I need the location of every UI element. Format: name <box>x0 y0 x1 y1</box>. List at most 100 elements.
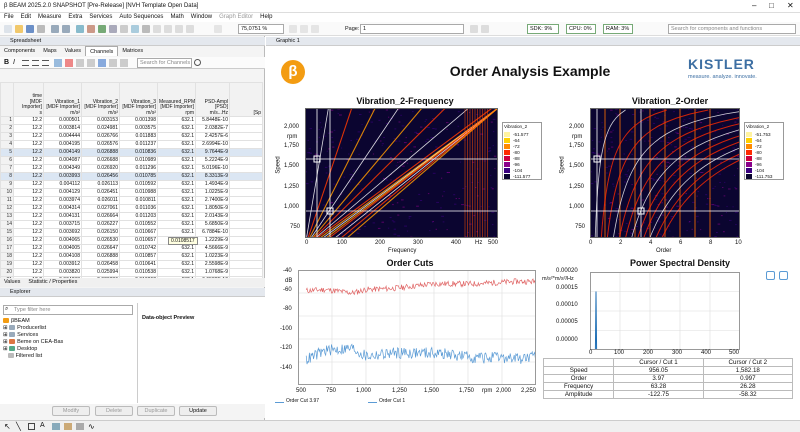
table-cell[interactable]: 0.011296 <box>119 164 158 173</box>
table-cell[interactable]: 0.010811 <box>119 196 158 205</box>
table-row[interactable]: 5 12.2 0.004149 0.026888 0.010836 632.1 9.7644… <box>0 148 263 157</box>
table-cell[interactable]: 12.2 <box>13 124 44 133</box>
table-cell[interactable]: 632.1 <box>157 220 196 229</box>
filter-icon[interactable] <box>76 59 84 67</box>
table-row[interactable]: 6 12.2 0.004087 0.026688 0.010989 632.1 5.2224… <box>0 156 263 165</box>
table-cell[interactable]: 5.8448E-10 <box>195 116 230 125</box>
table-cell[interactable] <box>229 244 263 253</box>
table-cell[interactable]: 2.5598E-9 <box>195 260 230 269</box>
table-cell[interactable]: 0.026576 <box>81 140 120 149</box>
table-cell[interactable]: 632.1 <box>157 228 196 237</box>
table-cell[interactable]: 0.024981 <box>81 124 120 133</box>
table-cell[interactable]: 5.2224E-9 <box>195 156 230 165</box>
row-number[interactable]: 13 <box>0 212 14 221</box>
table-cell[interactable]: 12.2 <box>13 116 44 125</box>
table-row[interactable]: 8 12.2 0.003993 0.026456 0.010785 632.1 8.3313… <box>0 172 263 181</box>
table-cell[interactable]: 12.2 <box>13 204 44 213</box>
table-row[interactable]: 9 12.2 0.004112 0.026113 0.010592 632.1 1.4934… <box>0 180 263 189</box>
table-cell[interactable]: 0.000501 <box>43 116 82 125</box>
table-cell[interactable] <box>229 164 263 173</box>
table-cell[interactable] <box>229 148 263 157</box>
menu-edit[interactable]: Edit <box>20 14 32 20</box>
row-number[interactable]: 3 <box>0 132 14 141</box>
zoom-out-icon[interactable] <box>289 25 297 33</box>
table-cell[interactable]: 632.1 <box>157 244 196 253</box>
table-cell[interactable]: 0.026920 <box>81 164 120 173</box>
table-row[interactable]: 14 12.2 0.003715 0.026227 0.010552 632.1 5.685… <box>0 220 263 229</box>
table-cell[interactable]: 0.026647 <box>81 244 120 253</box>
row-number[interactable]: 19 <box>0 260 14 269</box>
table-cell[interactable]: 0.026888 <box>81 148 120 157</box>
table-cell[interactable]: 0.004065 <box>43 236 82 245</box>
menu-graph-editor[interactable]: Graph Editor <box>219 14 254 20</box>
column-header[interactable]: Vibration_3 [MDF Importer] m/s² <box>119 82 158 117</box>
table-cell[interactable]: 0.003715 <box>43 220 82 229</box>
update-button[interactable]: Update <box>179 406 217 416</box>
chart-tool-icon[interactable] <box>64 423 72 430</box>
chart-settings-icon[interactable] <box>766 271 775 280</box>
table-cell[interactable]: 632.1 <box>157 124 196 133</box>
table-cell[interactable]: 12.2 <box>13 252 44 261</box>
row-number[interactable]: 14 <box>0 220 14 229</box>
chart-icon[interactable] <box>76 25 84 33</box>
table-cell[interactable]: 0.004314 <box>43 204 82 213</box>
column-header[interactable]: time [MDF Importer] s <box>13 82 44 117</box>
row-number[interactable]: 6 <box>0 156 14 165</box>
menu-file[interactable]: File <box>4 14 14 20</box>
table-cell[interactable]: 2.0382E-7 <box>195 124 230 133</box>
delete-button[interactable]: Delete <box>95 406 133 416</box>
table-cell[interactable]: 0.026530 <box>81 236 120 245</box>
table-cell[interactable] <box>229 268 263 277</box>
rect-tool-icon[interactable] <box>28 423 35 430</box>
delete-icon[interactable] <box>65 59 73 67</box>
table-cell[interactable]: 12.2 <box>13 236 44 245</box>
italic-icon[interactable]: I <box>13 59 15 66</box>
tree-item[interactable]: ⊞ Services <box>3 332 39 338</box>
column-header[interactable]: Measured_RPM [MDF Importer] rpm <box>157 82 196 117</box>
table-cell[interactable]: 0.025994 <box>81 268 120 277</box>
pan-icon[interactable] <box>175 25 183 33</box>
table-row[interactable]: 20 12.2 0.003820 0.025994 0.010538 632.1 1.076… <box>0 268 263 277</box>
menu-measure[interactable]: Measure <box>38 14 62 20</box>
table-row[interactable]: 15 12.2 0.003692 0.026150 0.010667 632.1 6.788… <box>0 228 263 237</box>
tree-item[interactable]: βBEAM <box>3 318 30 324</box>
table-cell[interactable]: 632.1 <box>157 140 196 149</box>
row-number[interactable]: 18 <box>0 252 14 261</box>
table-cell[interactable]: 0.004195 <box>43 140 82 149</box>
table-row[interactable]: 17 12.2 0.004005 0.026647 0.010742 632.1 4.566… <box>0 244 263 253</box>
table-cell[interactable]: 0.026227 <box>81 220 120 229</box>
table-cell[interactable]: 2.0143E-9 <box>195 212 230 221</box>
table-cell[interactable]: 0.003912 <box>43 260 82 269</box>
table-cell[interactable]: 4.5666E-9 <box>195 244 230 253</box>
table-cell[interactable]: 0.003974 <box>43 196 82 205</box>
table-cell[interactable]: 5.0196E-10 <box>195 164 230 173</box>
table-cell[interactable]: 0.010552 <box>119 220 158 229</box>
table-cell[interactable] <box>229 140 263 149</box>
table-icon[interactable] <box>87 25 95 33</box>
table-cell[interactable] <box>229 180 263 189</box>
graphic-tab[interactable]: Graphic 1 <box>266 37 800 46</box>
table-cell[interactable]: 2.6994E-10 <box>195 140 230 149</box>
new-file-icon[interactable] <box>4 25 12 33</box>
table-cell[interactable]: 0.004087 <box>43 156 82 165</box>
menu-extra[interactable]: Extra <box>68 14 83 20</box>
column-header[interactable]: Vibration_1 [MDF Importer] m/s² <box>43 82 82 117</box>
zoom-field[interactable]: 75,0751 % <box>238 24 284 34</box>
order-heatmap[interactable] <box>590 108 740 238</box>
fit-icon[interactable] <box>300 25 308 33</box>
table-cell[interactable]: 5.6850E-9 <box>195 220 230 229</box>
grid-icon[interactable] <box>142 25 150 33</box>
zoom-in-icon[interactable] <box>214 25 222 33</box>
frequency-heatmap[interactable] <box>305 108 498 238</box>
export-icon[interactable] <box>109 59 117 67</box>
global-search-input[interactable]: Search for components and functions <box>668 24 796 34</box>
table-cell[interactable]: 0.004005 <box>43 244 82 253</box>
row-number[interactable]: 5 <box>0 148 14 157</box>
curve-tool-icon[interactable]: ∿ <box>88 422 95 431</box>
tab-values[interactable]: Values <box>64 48 82 54</box>
row-number[interactable]: 10 <box>0 188 14 197</box>
table-row[interactable]: 1 12.2 0.000501 0.003153 0.001398 632.1 5.8448… <box>0 116 263 125</box>
table-cell[interactable]: 0.027061 <box>81 204 120 213</box>
table-cell[interactable]: 1.0223E-9 <box>195 252 230 261</box>
measure-icon[interactable] <box>98 25 106 33</box>
